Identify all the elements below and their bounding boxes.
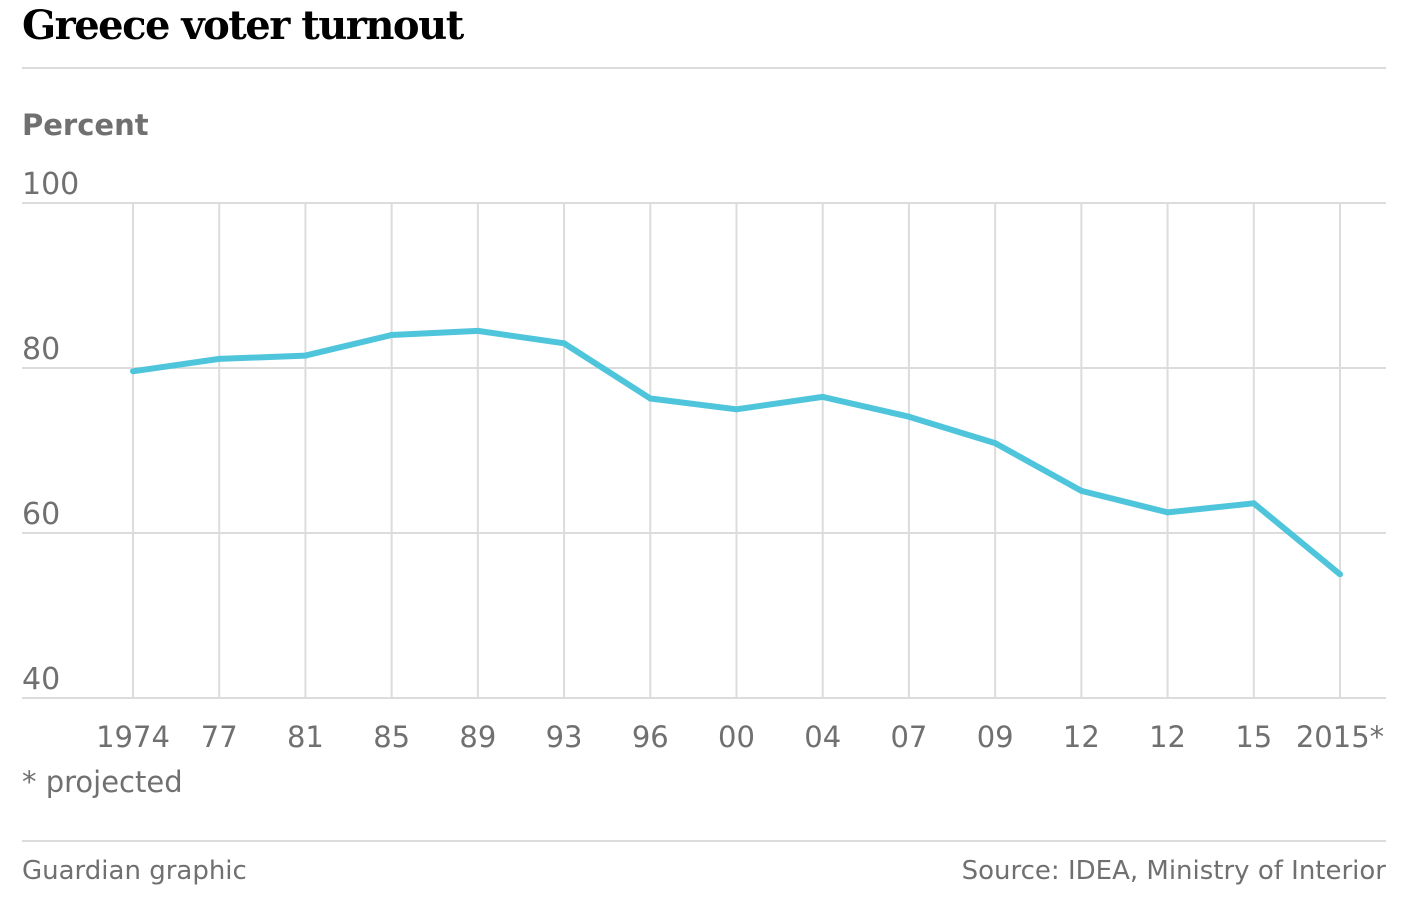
y-tick-label: 60: [22, 497, 60, 532]
data-point: [388, 332, 395, 338]
x-tick-label: 85: [373, 720, 410, 754]
data-point: [1078, 487, 1085, 494]
graphic-credit: Guardian graphic: [22, 856, 247, 886]
data-point: [130, 368, 136, 375]
x-tick-label: 89: [459, 720, 496, 754]
data-point: [733, 406, 740, 413]
footnote: * projected: [22, 765, 183, 799]
x-tick-label: 00: [718, 720, 755, 754]
data-point: [992, 440, 999, 447]
source-note: Source: IDEA, Ministry of Interior: [961, 856, 1386, 886]
data-point: [561, 340, 568, 347]
x-tick-label: 12: [1149, 720, 1186, 754]
data-point: [647, 395, 654, 402]
data-point: [1337, 571, 1343, 578]
top-divider: [22, 67, 1386, 69]
x-tick-label: 09: [977, 720, 1014, 754]
data-point: [216, 355, 223, 362]
x-tick-label: 07: [890, 720, 927, 754]
x-tick-label: 77: [201, 720, 238, 754]
x-tick-label: 04: [804, 720, 841, 754]
y-tick-label: 80: [22, 332, 60, 367]
data-point: [905, 413, 912, 420]
bottom-divider: [22, 840, 1386, 842]
data-point: [819, 393, 826, 400]
y-tick-label: 40: [22, 662, 60, 697]
x-tick-label: 12: [1063, 720, 1100, 754]
x-tick-label: 96: [632, 720, 669, 754]
data-point: [1250, 500, 1257, 507]
x-tick-label: 1974: [96, 720, 170, 754]
y-axis-label: Percent: [22, 108, 149, 142]
x-tick-label: 93: [546, 720, 583, 754]
data-point: [474, 327, 481, 334]
chart-title: Greece voter turnout: [22, 2, 464, 49]
x-tick-label: 2015*: [1296, 720, 1384, 754]
x-tick-label: 15: [1235, 720, 1272, 754]
x-tick-label: 81: [287, 720, 324, 754]
y-tick-label: 100: [22, 167, 79, 202]
data-point: [1164, 509, 1171, 516]
data-point: [302, 352, 309, 359]
